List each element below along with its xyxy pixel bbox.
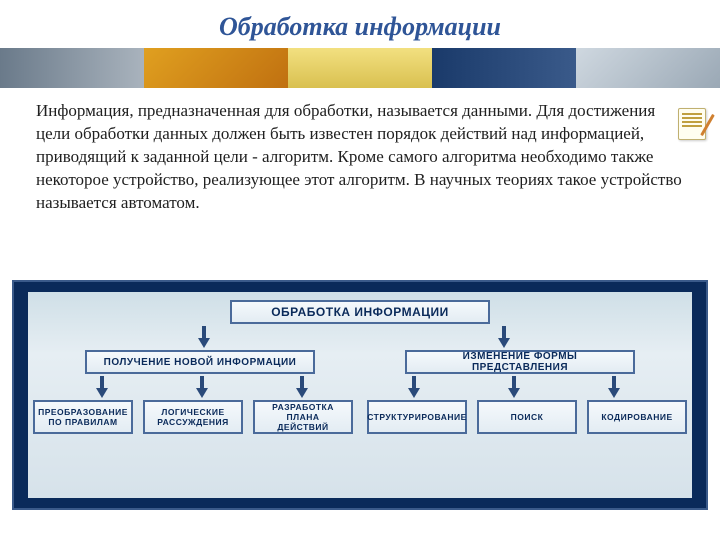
strip-image-2	[144, 48, 288, 88]
node-action-plan: РАЗРАБОТКА ПЛАНА ДЕЙСТВИЙ	[253, 400, 353, 434]
arrow-icon	[198, 338, 210, 348]
level2-left-group: ПРЕОБРАЗОВАНИЕ ПО ПРАВИЛАМ ЛОГИЧЕСКИЕ РА…	[33, 400, 353, 434]
arrow-icon	[408, 388, 420, 398]
paragraph-text: Информация, предназначенная для обработк…	[0, 88, 720, 223]
strip-image-5	[576, 48, 720, 88]
diagram-row-root: ОБРАБОТКА ИНФОРМАЦИИ	[40, 300, 680, 324]
diagram-panel: ОБРАБОТКА ИНФОРМАЦИИ ПОЛУЧЕНИЕ НОВОЙ ИНФ…	[28, 292, 692, 498]
arrow-icon	[196, 388, 208, 398]
strip-image-3	[288, 48, 432, 88]
arrow-icon	[296, 388, 308, 398]
node-new-info: ПОЛУЧЕНИЕ НОВОЙ ИНФОРМАЦИИ	[85, 350, 315, 374]
node-coding: КОДИРОВАНИЕ	[587, 400, 687, 434]
level2-right-group: СТРУКТУРИРОВАНИЕ ПОИСК КОДИРОВАНИЕ	[367, 400, 687, 434]
decorative-image-strip	[0, 48, 720, 88]
node-root: ОБРАБОТКА ИНФОРМАЦИИ	[230, 300, 490, 324]
node-structuring: СТРУКТУРИРОВАНИЕ	[367, 400, 467, 434]
slide-title: Обработка информации	[0, 0, 720, 48]
node-form-change: ИЗМЕНЕНИЕ ФОРМЫ ПРЕДСТАВЛЕНИЯ	[405, 350, 635, 374]
strip-image-4	[432, 48, 576, 88]
arrow-icon	[608, 388, 620, 398]
node-search: ПОИСК	[477, 400, 577, 434]
notepad-icon	[678, 108, 706, 140]
node-logical-reasoning: ЛОГИЧЕСКИЕ РАССУЖДЕНИЯ	[143, 400, 243, 434]
arrow-icon	[498, 338, 510, 348]
arrow-icon	[96, 388, 108, 398]
strip-image-1	[0, 48, 144, 88]
arrow-icon	[508, 388, 520, 398]
node-transform-rules: ПРЕОБРАЗОВАНИЕ ПО ПРАВИЛАМ	[33, 400, 133, 434]
diagram-row-level2: ПРЕОБРАЗОВАНИЕ ПО ПРАВИЛАМ ЛОГИЧЕСКИЕ РА…	[40, 400, 680, 434]
diagram-row-level1: ПОЛУЧЕНИЕ НОВОЙ ИНФОРМАЦИИ ИЗМЕНЕНИЕ ФОР…	[40, 350, 680, 374]
diagram-container: ОБРАБОТКА ИНФОРМАЦИИ ПОЛУЧЕНИЕ НОВОЙ ИНФ…	[12, 280, 708, 510]
